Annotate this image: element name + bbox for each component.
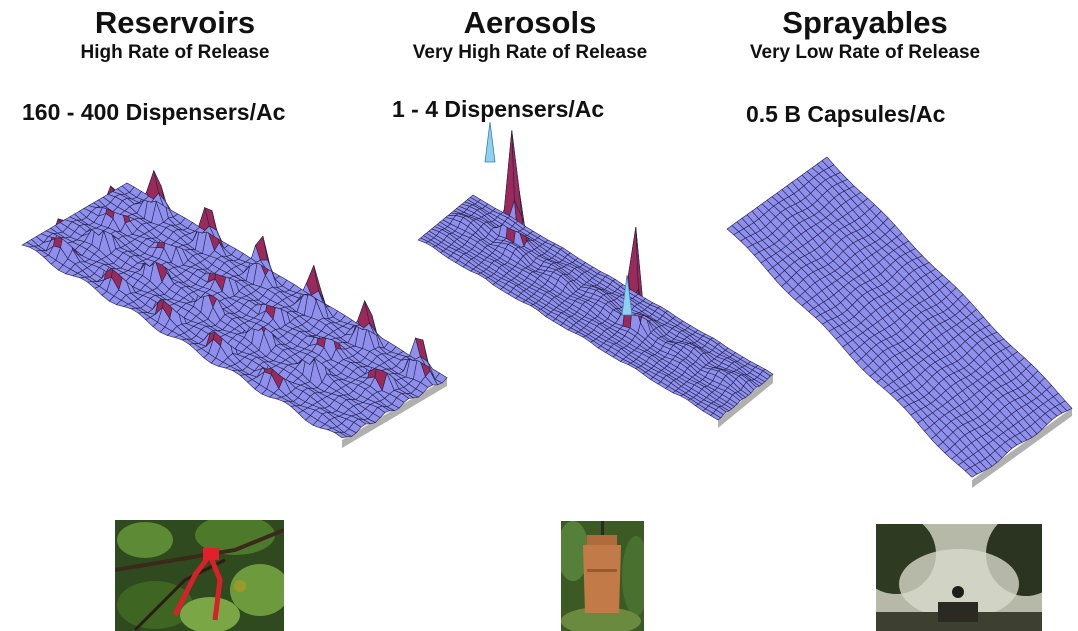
sprayables-header: Sprayables Very Low Rate of Release	[705, 6, 1025, 64]
surface-cell	[434, 372, 448, 384]
reservoirs-density: 160 - 400 Dispensers/Ac	[22, 99, 286, 125]
sprayables-density: 0.5 B Capsules/Ac	[746, 101, 946, 127]
aerosols-subtitle: Very High Rate of Release	[412, 42, 648, 63]
aerosols-density: 1 - 4 Dispensers/Ac	[392, 96, 605, 122]
reservoirs-title: Reservoirs	[94, 5, 256, 40]
sprayer-photo	[876, 524, 1042, 631]
reservoir-dispenser-photo	[115, 520, 284, 631]
sprayables-subtitle: Very Low Rate of Release	[749, 42, 981, 63]
reservoirs-header: Reservoirs High Rate of Release	[40, 6, 310, 64]
reservoirs-subtitle: High Rate of Release	[80, 42, 270, 63]
sprayables-title: Sprayables	[782, 5, 948, 40]
surface-shadow-edge	[342, 378, 447, 448]
aerosols-title: Aerosols	[463, 5, 597, 40]
surface-shadow-edge	[718, 375, 773, 428]
aerosols-header: Aerosols Very High Rate of Release	[370, 6, 690, 64]
aerosol-dispenser-photo	[561, 521, 644, 631]
